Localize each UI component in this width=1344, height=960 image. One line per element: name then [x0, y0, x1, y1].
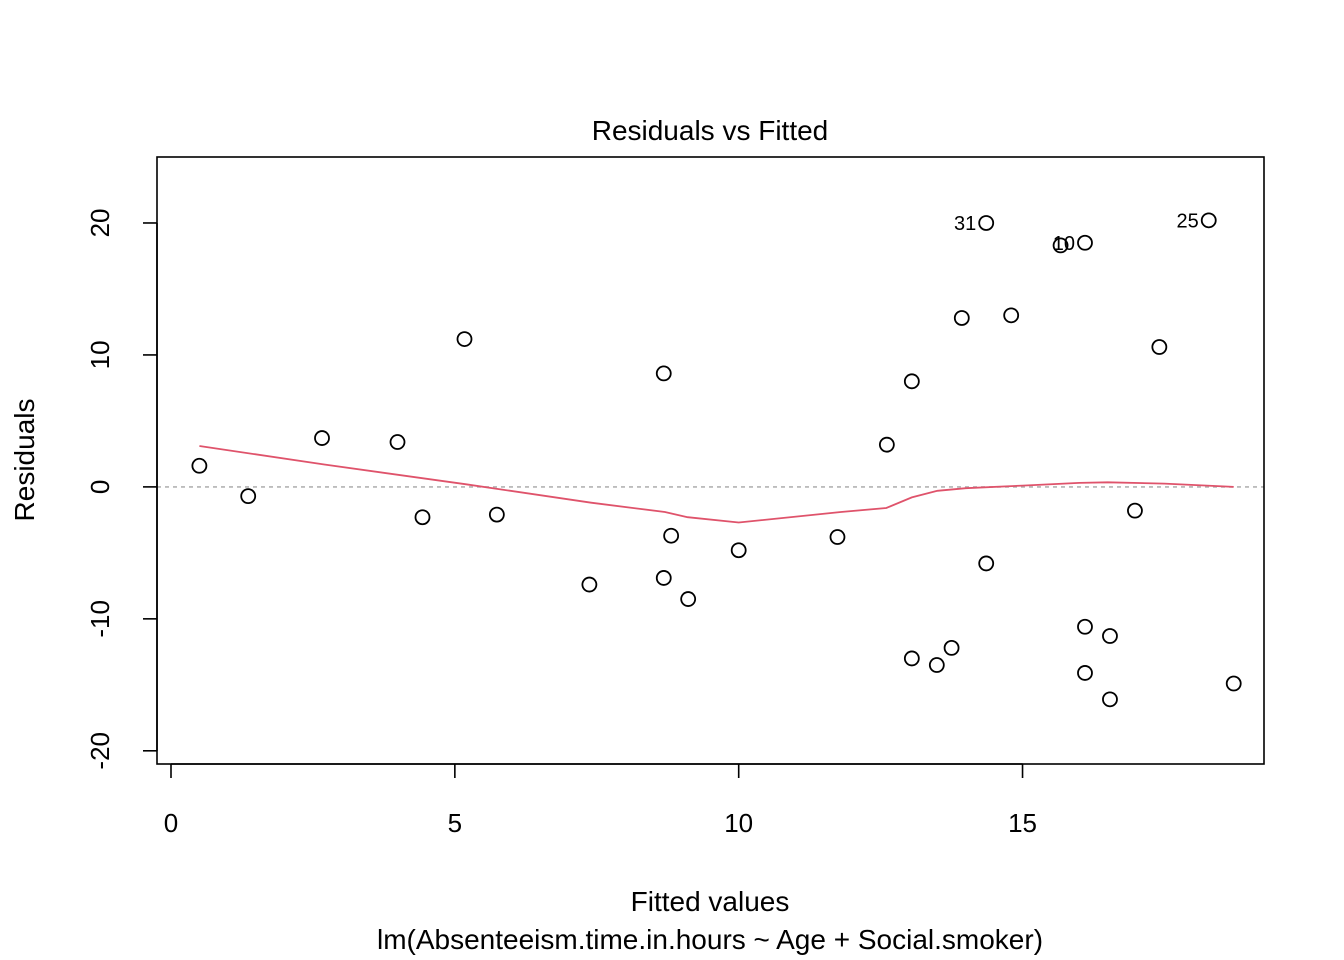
data-point: [1102, 628, 1118, 644]
data-point: [953, 310, 970, 326]
data-point: [1102, 691, 1118, 708]
data-point: [1077, 665, 1093, 681]
y-tick-label: -20: [85, 732, 115, 770]
data-point: [414, 509, 431, 526]
data-point: [878, 436, 895, 453]
x-tick-label: 10: [724, 808, 753, 838]
data-point: [1151, 339, 1168, 355]
data-point: [1003, 307, 1020, 324]
data-point: [1127, 502, 1143, 519]
data-point: [903, 373, 920, 390]
data-point: [191, 457, 208, 474]
smooth-trend-line: [199, 445, 1234, 524]
data-point: [978, 215, 995, 231]
data-point: [1077, 618, 1093, 635]
data-point: [456, 331, 473, 348]
plot-frame: [156, 156, 1265, 765]
data-point: [1225, 675, 1242, 692]
data-point: [663, 527, 680, 544]
data-point: [943, 639, 960, 656]
x-tick-label: 5: [448, 808, 462, 838]
data-point: [730, 542, 747, 559]
data-point: [978, 555, 995, 572]
data-point: [1077, 234, 1093, 251]
point-label: 31: [954, 213, 976, 235]
y-axis: -20 -10 0 10 20: [85, 209, 158, 770]
data-point: [1200, 212, 1217, 229]
y-tick-label: -10: [85, 600, 115, 638]
point-label: 25: [1176, 210, 1198, 232]
y-axis-label: Residuals: [9, 399, 40, 522]
data-point: [680, 591, 697, 607]
y-tick-label: 10: [85, 340, 115, 369]
y-tick-label: 20: [85, 209, 115, 238]
x-axis: 0 5 10 15: [164, 763, 1037, 838]
data-point: [389, 434, 406, 450]
data-point: [655, 570, 672, 586]
scatter-points: [191, 212, 1242, 708]
chart-subtitle: lm(Absenteeism.time.in.hours ~ Age + Soc…: [377, 924, 1043, 955]
data-point: [829, 529, 846, 545]
x-tick-label: 15: [1008, 808, 1037, 838]
data-point: [240, 488, 257, 505]
point-labels: 31 10 25: [954, 210, 1199, 254]
data-point: [928, 657, 945, 673]
y-tick-label: 0: [85, 480, 115, 494]
x-axis-label: Fitted values: [631, 886, 790, 917]
point-label: 10: [1053, 233, 1075, 255]
data-point: [903, 650, 920, 667]
data-point: [581, 576, 598, 593]
data-point: [655, 365, 672, 382]
data-point: [314, 430, 330, 446]
data-point: [1052, 237, 1069, 254]
data-point: [488, 506, 505, 523]
x-tick-label: 0: [164, 808, 178, 838]
chart-title: Residuals vs Fitted: [592, 115, 829, 146]
